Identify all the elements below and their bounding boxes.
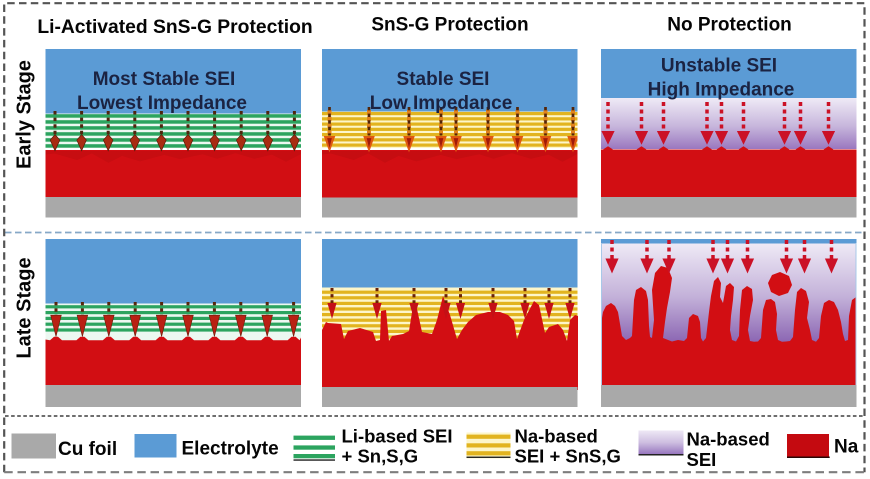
- svg-text:No Protection: No Protection: [667, 15, 792, 36]
- svg-text:Na-based: Na-based: [515, 426, 598, 447]
- svg-text:High Impedance: High Impedance: [648, 80, 795, 101]
- svg-text:Unstable SEI: Unstable SEI: [661, 56, 777, 77]
- svg-text:Late Stage: Late Stage: [14, 257, 36, 358]
- svg-text:SnS-G Protection: SnS-G Protection: [371, 15, 528, 36]
- svg-text:Lowest Impedance: Lowest Impedance: [77, 93, 247, 114]
- svg-text:SEI: SEI: [687, 449, 717, 470]
- svg-text:SEI + SnS,G: SEI + SnS,G: [515, 446, 621, 467]
- svg-text:Electrolyte: Electrolyte: [182, 439, 279, 460]
- svg-text:Li-Activated SnS-G Protection: Li-Activated SnS-G Protection: [37, 17, 312, 38]
- svg-text:Most Stable SEI: Most Stable SEI: [93, 69, 236, 90]
- svg-text:+ Sn,S,G: + Sn,S,G: [342, 446, 419, 467]
- svg-text:Li-based SEI: Li-based SEI: [342, 426, 453, 447]
- svg-text:Cu foil: Cu foil: [58, 439, 117, 460]
- svg-text:Na-based: Na-based: [687, 429, 770, 450]
- svg-text:Na: Na: [834, 437, 859, 458]
- svg-text:Stable SEI: Stable SEI: [397, 69, 490, 90]
- svg-text:Low Impedance: Low Impedance: [370, 93, 513, 114]
- svg-text:Early Stage: Early Stage: [14, 60, 36, 169]
